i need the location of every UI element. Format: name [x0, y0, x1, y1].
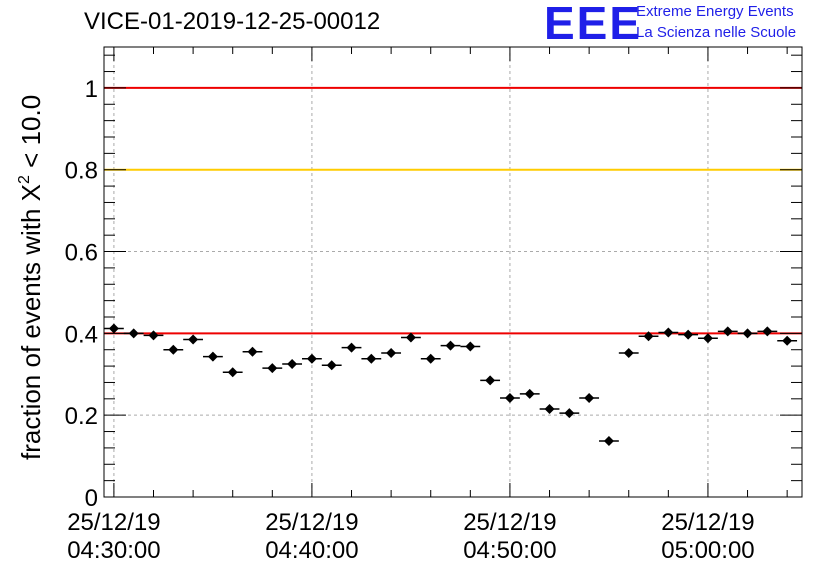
- data-point: [366, 353, 377, 364]
- data-point: [584, 393, 595, 403]
- data-point: [603, 435, 614, 446]
- data-point: [207, 351, 218, 362]
- data-point: [287, 359, 298, 370]
- data-point: [663, 327, 674, 338]
- data-point: [544, 404, 555, 415]
- y-tick-label: 0: [85, 485, 98, 512]
- x-tick-time: 04:30:00: [67, 537, 160, 564]
- data-point: [485, 375, 496, 386]
- data-point: [683, 329, 694, 340]
- data-point: [425, 353, 436, 364]
- data-point: [445, 340, 456, 351]
- y-tick-label: 0.2: [65, 403, 98, 430]
- data-point: [504, 393, 515, 403]
- x-tick-date: 25/12/19: [265, 509, 358, 536]
- y-tick-label: 0.6: [65, 240, 98, 267]
- y-tick-label: 0.4: [65, 321, 98, 348]
- x-tick-date: 25/12/19: [661, 509, 754, 536]
- x-tick-time: 05:00:00: [661, 537, 754, 564]
- data-point: [326, 360, 337, 371]
- data-point: [465, 341, 476, 352]
- x-tick-date: 25/12/19: [463, 509, 556, 536]
- logo-text-line1: Extreme Energy Events: [636, 3, 794, 20]
- data-point: [148, 330, 159, 341]
- x-tick-date: 25/12/19: [67, 509, 160, 536]
- chart-title: VICE-01-2019-12-25-00012: [84, 8, 381, 35]
- y-axis-label-superscript: 2: [16, 175, 33, 184]
- data-point: [227, 367, 238, 378]
- data-point: [108, 323, 119, 334]
- data-point: [267, 363, 278, 374]
- data-point: [346, 342, 357, 353]
- y-axis-label-text: fraction of events with: [16, 201, 46, 460]
- data-point: [564, 408, 575, 419]
- data-point: [306, 353, 317, 364]
- data-point: [247, 346, 258, 357]
- data-point: [742, 328, 753, 339]
- y-tick-label: 0.8: [65, 158, 98, 185]
- data-point: [643, 331, 654, 342]
- data-point: [128, 328, 139, 339]
- data-point: [386, 348, 397, 358]
- data-point: [168, 344, 179, 355]
- data-point: [188, 334, 199, 345]
- y-axis-label-tail: < 10.0: [16, 95, 46, 175]
- data-point: [722, 326, 733, 337]
- eee-logo: EEE: [544, 0, 643, 49]
- data-point: [405, 332, 416, 343]
- data-point: [762, 326, 773, 337]
- data-point: [623, 348, 634, 358]
- y-axis-label-chi: X: [16, 184, 46, 201]
- data-point: [702, 333, 713, 344]
- y-tick-label: 1: [85, 76, 98, 103]
- x-tick-time: 04:50:00: [463, 537, 556, 564]
- x-tick-time: 04:40:00: [265, 537, 358, 564]
- plot-frame: [103, 46, 803, 498]
- data-point: [782, 335, 793, 346]
- data-point: [524, 388, 535, 399]
- y-axis-label: fraction of events with X2 < 10.0: [16, 95, 46, 460]
- logo-text-line2: La Scienza nelle Scuole: [636, 24, 797, 41]
